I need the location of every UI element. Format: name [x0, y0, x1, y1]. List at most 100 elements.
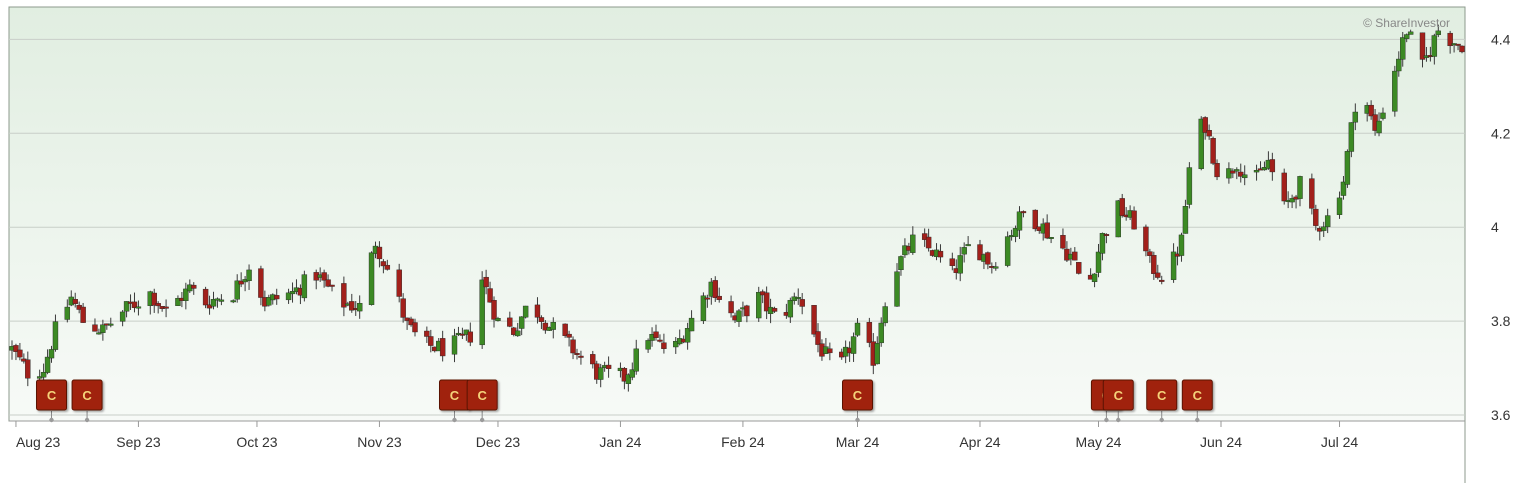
candle-body [910, 234, 916, 253]
y-axis-ticks: 4.4 4.2 4 3.8 3.6 [1491, 31, 1511, 423]
candle-body [522, 305, 529, 318]
candle-up [214, 297, 221, 308]
x-tick-label: Jun 24 [1200, 434, 1242, 450]
candle-up [1321, 221, 1327, 237]
candle-down [949, 252, 956, 271]
candle-body [1004, 236, 1011, 266]
candle-up [1170, 243, 1177, 283]
candle-body [1340, 181, 1347, 196]
candle-body [562, 323, 568, 336]
candle-body [1455, 43, 1461, 46]
candle-body [1131, 210, 1137, 230]
event-marker[interactable]: C [1102, 379, 1134, 423]
candle-up [1396, 51, 1402, 77]
candle-down [400, 293, 406, 323]
candle-body [214, 298, 221, 301]
candle-body [13, 345, 19, 352]
candle-body [653, 331, 659, 338]
candle-down [1230, 168, 1236, 179]
candle-body [961, 247, 967, 255]
candle-body [1344, 151, 1351, 185]
candle-body [1099, 232, 1106, 254]
candle-up [965, 236, 971, 247]
candle-down [325, 274, 331, 288]
candle-down [1368, 100, 1374, 120]
candle-up [1182, 199, 1189, 234]
candle-up [1234, 167, 1240, 180]
candle-down [1202, 116, 1208, 140]
candle-body [657, 339, 663, 342]
event-marker-label: C [1193, 388, 1203, 403]
event-marker[interactable]: C [466, 379, 498, 423]
candle-body [1210, 138, 1216, 164]
candle-body [163, 306, 169, 309]
candle-down [1072, 247, 1078, 261]
candle-body [684, 328, 691, 343]
candle-body [925, 236, 932, 249]
candle-body [894, 271, 900, 307]
candle-body [368, 252, 375, 305]
candle-down [1020, 210, 1027, 218]
candle-body [64, 306, 71, 320]
candle-body [1407, 31, 1414, 35]
event-marker[interactable]: C [1181, 379, 1213, 423]
candle-down [13, 343, 19, 361]
event-marker[interactable]: C [1146, 379, 1178, 423]
candle-up [736, 308, 742, 327]
event-marker-dot [49, 417, 54, 423]
candle-up [597, 363, 604, 388]
candle-body [570, 339, 576, 354]
x-tick-label: Oct 23 [236, 434, 277, 450]
event-marker[interactable]: C [842, 379, 874, 423]
event-marker-label: C [477, 388, 487, 403]
candle-body [1431, 35, 1438, 57]
candle-body [882, 306, 888, 324]
candle-down [661, 333, 667, 354]
x-axis-area [9, 421, 1465, 483]
candle-up [1324, 208, 1331, 234]
candle-up [1336, 191, 1343, 219]
event-marker[interactable]: C [71, 379, 103, 423]
candle-up [289, 282, 296, 303]
candle-body [854, 322, 861, 336]
candle-body [108, 323, 114, 326]
event-marker-dot [855, 417, 860, 423]
candle-body [850, 336, 857, 354]
candle-down [155, 301, 161, 314]
candle-up [175, 295, 181, 306]
candle-up [1178, 232, 1185, 262]
x-tick-label: Dec 23 [476, 434, 521, 450]
event-marker-label: C [1157, 388, 1167, 403]
candle-body [424, 330, 430, 337]
candle-body [376, 246, 383, 260]
candle-body [518, 316, 525, 329]
candle-body [1376, 120, 1382, 134]
candle-body [1380, 112, 1386, 119]
candle-down [1447, 30, 1453, 54]
event-marker[interactable]: C [36, 379, 68, 423]
candle-up [495, 316, 501, 322]
event-marker-box [71, 379, 103, 411]
candle-down [151, 288, 157, 313]
candle-down [771, 306, 778, 313]
candle-down [704, 294, 711, 308]
candle-up [1289, 194, 1295, 209]
candle-body [542, 322, 549, 331]
candle-up [1380, 107, 1386, 121]
candle-body [487, 288, 493, 303]
candle-body [428, 336, 434, 346]
candle-body [1155, 272, 1161, 278]
x-tick-label: Feb 24 [721, 434, 765, 450]
candle-body [661, 342, 667, 349]
candle-body [1143, 226, 1149, 252]
candle-body [550, 321, 556, 330]
candle-body [799, 299, 805, 307]
candle-up [119, 310, 126, 327]
candle-up [1099, 232, 1106, 261]
candle-up [1016, 206, 1023, 239]
x-tick-label: May 24 [1076, 434, 1122, 450]
candle-body [937, 250, 944, 258]
candle-body [1392, 70, 1398, 112]
candle-down [1313, 204, 1319, 231]
candle-body [131, 301, 138, 308]
